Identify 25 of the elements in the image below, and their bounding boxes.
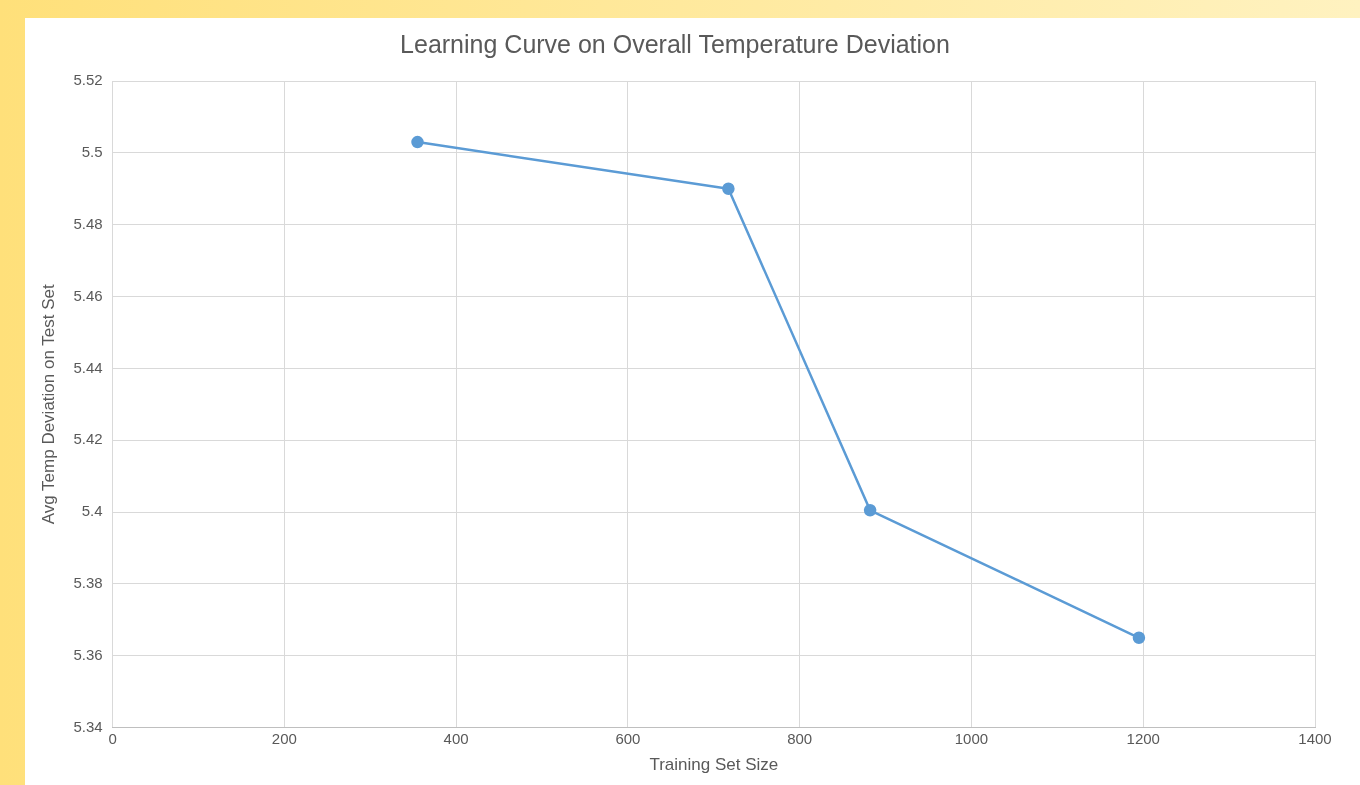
x-tick-label: 800 <box>787 729 813 747</box>
y-axis-title: Avg Temp Deviation on Test Set <box>38 284 58 525</box>
y-tick-label: 5.5 <box>81 142 103 160</box>
point <box>1132 631 1146 645</box>
x-tick-label: 0 <box>108 729 117 747</box>
y-tick-label: 5.46 <box>73 286 103 304</box>
x-tick-label: 200 <box>271 729 297 747</box>
y-tick-label: 5.42 <box>73 430 103 448</box>
x-axis-title: Training Set Size <box>649 755 779 775</box>
chart-title: Learning Curve on Overall Temperature Deviation <box>400 29 950 58</box>
point <box>863 504 877 517</box>
x-tick-label: 1400 <box>1298 729 1332 747</box>
y-tick-label: 5.52 <box>73 71 103 89</box>
y-tick-label: 5.44 <box>73 358 103 376</box>
y-tick-label: 5.38 <box>73 574 103 592</box>
y-tick-label: 5.36 <box>73 645 103 663</box>
y-tick-label: 5.4 <box>81 502 103 520</box>
x-tick-label: 1200 <box>1126 729 1160 747</box>
y-tick-label: 5.48 <box>73 214 103 232</box>
x-tick-label: 600 <box>615 729 641 747</box>
point <box>411 135 424 149</box>
x-tick-label: 1000 <box>954 729 989 747</box>
y-tick-label: 5.34 <box>73 717 103 735</box>
x-tick-label: 400 <box>443 729 469 747</box>
point <box>722 182 735 196</box>
